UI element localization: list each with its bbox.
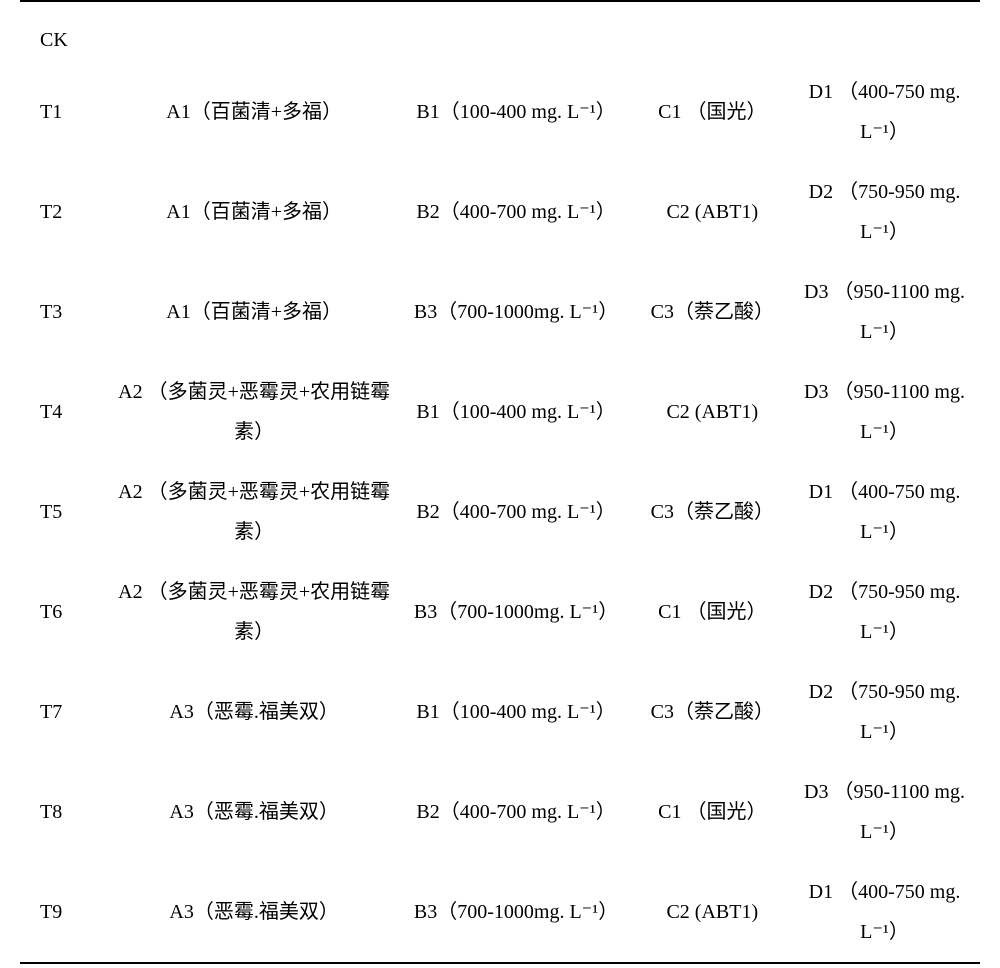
factor-b-cell: B1（100-400 mg. L⁻¹） (397, 362, 636, 462)
factor-b-cell: B3（700-1000mg. L⁻¹） (397, 262, 636, 362)
factor-c-cell: C1 （国光） (636, 62, 789, 162)
factor-a-cell: A1（百菌清+多福） (112, 62, 397, 162)
factor-c-cell: C2 (ABT1) (636, 162, 789, 262)
factor-c-cell: C1 （国光） (636, 762, 789, 862)
factor-a-cell: A3（恶霉.福美双） (112, 862, 397, 963)
treatment-cell: T1 (20, 62, 112, 162)
factor-b-cell: B3（700-1000mg. L⁻¹） (397, 862, 636, 963)
treatment-cell: T6 (20, 562, 112, 662)
table-row: T9 A3（恶霉.福美双） B3（700-1000mg. L⁻¹） C2 (AB… (20, 862, 980, 963)
table-row: T1 A1（百菌清+多福） B1（100-400 mg. L⁻¹） C1 （国光… (20, 62, 980, 162)
ck-label: CK (20, 1, 112, 62)
table-row: T8 A3（恶霉.福美双） B2（400-700 mg. L⁻¹） C1 （国光… (20, 762, 980, 862)
factor-d-cell: D1 （400-750 mg. L⁻¹） (789, 862, 980, 963)
table-body: CK T1 A1（百菌清+多福） B1（100-400 mg. L⁻¹） C1 … (20, 1, 980, 963)
treatment-cell: T3 (20, 262, 112, 362)
treatment-cell: T7 (20, 662, 112, 762)
factor-c-cell: C3（萘乙酸） (636, 462, 789, 562)
table-row: T5 A2 （多菌灵+恶霉灵+农用链霉素） B2（400-700 mg. L⁻¹… (20, 462, 980, 562)
factor-b-cell: B3（700-1000mg. L⁻¹） (397, 562, 636, 662)
factor-a-cell: A2 （多菌灵+恶霉灵+农用链霉素） (112, 362, 397, 462)
factor-d-cell: D3 （950-1100 mg. L⁻¹） (789, 262, 980, 362)
table-row: T3 A1（百菌清+多福） B3（700-1000mg. L⁻¹） C3（萘乙酸… (20, 262, 980, 362)
factor-a-cell: A3（恶霉.福美双） (112, 762, 397, 862)
treatment-cell: T2 (20, 162, 112, 262)
factor-a-cell: A2 （多菌灵+恶霉灵+农用链霉素） (112, 562, 397, 662)
factor-a-cell: A1（百菌清+多福） (112, 162, 397, 262)
factor-d-cell: D3 （950-1100 mg. L⁻¹） (789, 362, 980, 462)
factor-a-cell: A2 （多菌灵+恶霉灵+农用链霉素） (112, 462, 397, 562)
factor-c-cell: C3（萘乙酸） (636, 662, 789, 762)
treatment-cell: T9 (20, 862, 112, 963)
factor-d-cell: D1 （400-750 mg. L⁻¹） (789, 462, 980, 562)
factor-a-cell: A1（百菌清+多福） (112, 262, 397, 362)
factor-a-cell: A3（恶霉.福美双） (112, 662, 397, 762)
factor-b-cell: B2（400-700 mg. L⁻¹） (397, 462, 636, 562)
factor-b-cell: B2（400-700 mg. L⁻¹） (397, 162, 636, 262)
factor-b-cell: B1（100-400 mg. L⁻¹） (397, 62, 636, 162)
factor-c-cell: C2 (ABT1) (636, 862, 789, 963)
experiment-table-container: CK T1 A1（百菌清+多福） B1（100-400 mg. L⁻¹） C1 … (0, 0, 1000, 964)
factor-c-cell: C1 （国光） (636, 562, 789, 662)
ck-a (112, 1, 397, 62)
factor-c-cell: C2 (ABT1) (636, 362, 789, 462)
factor-b-cell: B1（100-400 mg. L⁻¹） (397, 662, 636, 762)
table-row: T4 A2 （多菌灵+恶霉灵+农用链霉素） B1（100-400 mg. L⁻¹… (20, 362, 980, 462)
treatment-cell: T5 (20, 462, 112, 562)
experiment-table: CK T1 A1（百菌清+多福） B1（100-400 mg. L⁻¹） C1 … (20, 0, 980, 964)
factor-d-cell: D2 （750-950 mg. L⁻¹） (789, 162, 980, 262)
factor-d-cell: D3 （950-1100 mg. L⁻¹） (789, 762, 980, 862)
treatment-cell: T4 (20, 362, 112, 462)
table-row: T6 A2 （多菌灵+恶霉灵+农用链霉素） B3（700-1000mg. L⁻¹… (20, 562, 980, 662)
factor-d-cell: D1 （400-750 mg. L⁻¹） (789, 62, 980, 162)
ck-row: CK (20, 1, 980, 62)
factor-b-cell: B2（400-700 mg. L⁻¹） (397, 762, 636, 862)
factor-c-cell: C3（萘乙酸） (636, 262, 789, 362)
factor-d-cell: D2 （750-950 mg. L⁻¹） (789, 562, 980, 662)
factor-d-cell: D2 （750-950 mg. L⁻¹） (789, 662, 980, 762)
treatment-cell: T8 (20, 762, 112, 862)
ck-c (636, 1, 789, 62)
table-row: T2 A1（百菌清+多福） B2（400-700 mg. L⁻¹） C2 (AB… (20, 162, 980, 262)
ck-d (789, 1, 980, 62)
ck-b (397, 1, 636, 62)
table-row: T7 A3（恶霉.福美双） B1（100-400 mg. L⁻¹） C3（萘乙酸… (20, 662, 980, 762)
